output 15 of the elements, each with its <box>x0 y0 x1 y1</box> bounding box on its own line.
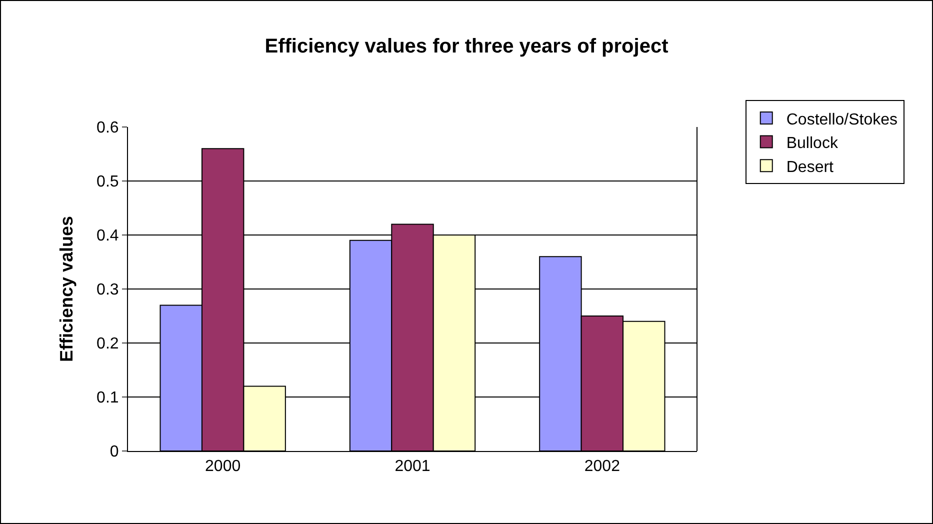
x-tick-label: 2001 <box>394 458 430 476</box>
y-tick-label: 0.4 <box>96 228 119 245</box>
legend-label: Costello/Stokes <box>786 111 898 128</box>
legend-label: Desert <box>786 158 834 176</box>
legend-label: Bullock <box>786 135 839 152</box>
y-tick-label: 0.6 <box>96 120 119 137</box>
chart-title: Efficiency values for three years of project <box>264 35 669 58</box>
y-axis-title: Efficiency values <box>56 216 77 362</box>
x-tick-label: 2000 <box>205 458 241 476</box>
y-tick-label: 0.3 <box>96 282 119 299</box>
x-tick-label: 2002 <box>584 458 620 476</box>
y-tick-label: 0.2 <box>96 336 119 353</box>
y-tick-label: 0.1 <box>96 390 119 407</box>
y-tick-label: 0.5 <box>96 174 119 191</box>
y-tick-label: 0 <box>110 444 119 461</box>
